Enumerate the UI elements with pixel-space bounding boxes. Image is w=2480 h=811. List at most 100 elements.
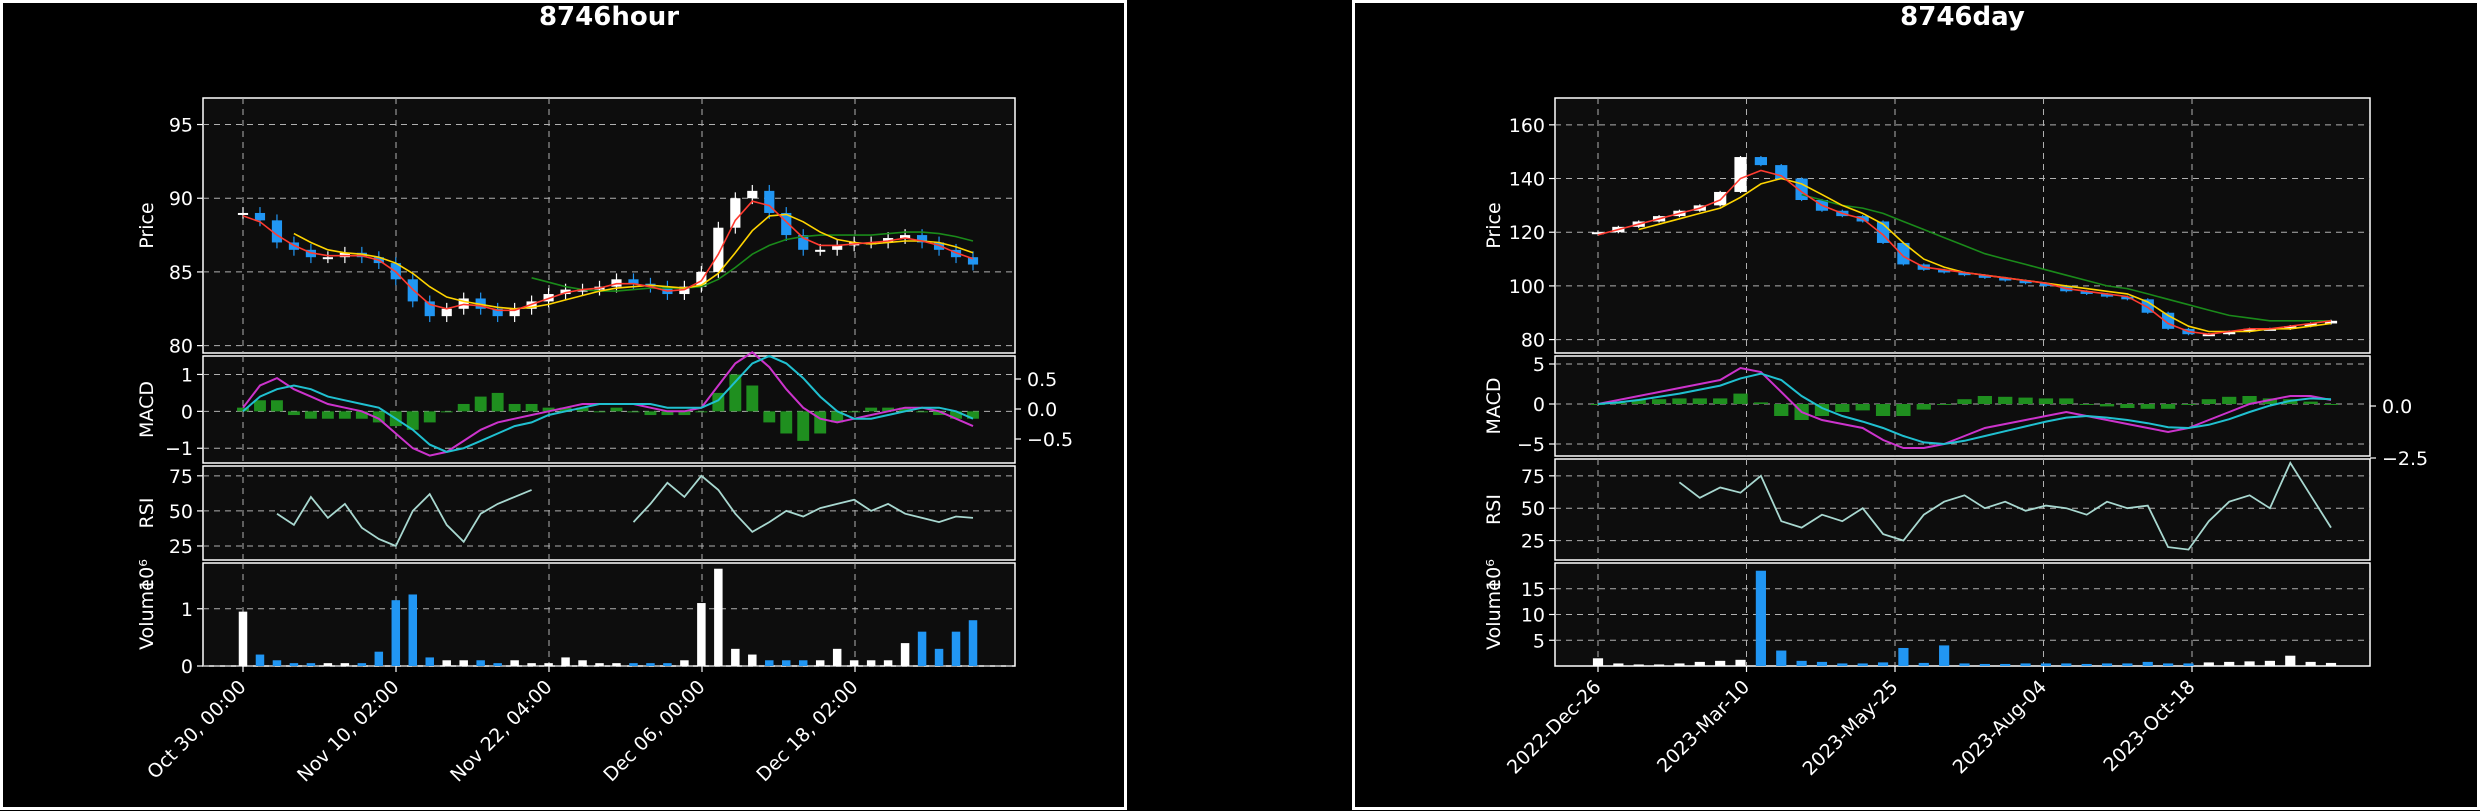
candle-body: [2121, 296, 2134, 300]
macd-hist-bar: [2242, 396, 2257, 404]
volume-bar: [323, 663, 333, 666]
volume-bar: [663, 663, 672, 666]
volume-bar: [2203, 662, 2214, 666]
macd-hist-bar: [899, 407, 912, 412]
macd-ylabel: MACD: [136, 381, 158, 438]
macd-hist-bar: [406, 411, 419, 430]
signal-line: [242, 354, 974, 453]
price-ytick-label: 80: [169, 336, 193, 358]
macd-hist-bar: [1835, 404, 1850, 412]
volume-bar: [2101, 663, 2113, 666]
volume-bar: [459, 660, 468, 666]
volume-ytick-label: 10: [1521, 605, 1545, 627]
macd-hist-bar: [1774, 404, 1789, 416]
volume-bar: [306, 663, 316, 666]
volume-bar: [900, 643, 910, 666]
macd-ytick-label: 0: [1533, 394, 1545, 416]
macd-hist-bar: [644, 411, 657, 416]
ma_trend-line: [1801, 193, 2331, 322]
candle-body: [2019, 280, 2032, 284]
macd-hist-bar: [1875, 404, 1891, 416]
candle-body: [441, 308, 452, 317]
volume-bar: [782, 660, 791, 666]
candle-body: [2263, 328, 2277, 331]
candle-body: [764, 190, 775, 213]
macd-ytick-label: 5: [1533, 354, 1545, 376]
volume-bar: [476, 660, 485, 666]
macd-hist-bar: [678, 411, 691, 416]
macd-hist-bar: [1713, 398, 1728, 404]
volume-bar: [2040, 663, 2052, 666]
volume-bar: [2163, 663, 2174, 666]
macd-hist-bar: [1855, 404, 1870, 411]
macd-hist-bar: [1631, 400, 1646, 404]
candle-body: [730, 198, 741, 228]
macd-hist-bar: [321, 411, 334, 419]
volume-multiplier: 10⁶: [136, 559, 158, 591]
macd-hist-bar: [1957, 399, 1972, 404]
macd-hist-bar: [1896, 404, 1911, 416]
rsi-line: [1678, 460, 2332, 551]
candle-body: [1978, 275, 1991, 278]
macd-hist-bar: [1753, 402, 1769, 404]
macd-hist-bar: [712, 392, 725, 412]
macd-hist-bar: [1692, 398, 1707, 404]
macd-hist-bar: [542, 407, 555, 412]
candle-body: [2100, 293, 2114, 297]
volume-bar: [849, 660, 859, 666]
macd-ytick-label: 0: [181, 401, 193, 423]
volume-bar: [2020, 663, 2031, 666]
macd-hist-bar: [2059, 398, 2074, 404]
volume-bar: [340, 663, 350, 666]
candle-body: [1714, 191, 1727, 206]
macd-hist-bar: [2160, 404, 2176, 409]
volume-bar: [272, 660, 282, 666]
rsi-ytick-label: 75: [169, 466, 193, 488]
macd-hist-bar: [729, 374, 742, 412]
volume-bar: [1877, 662, 1889, 666]
macd-hist-bar: [848, 411, 861, 413]
macd-hist-bar: [576, 407, 589, 412]
candle-body: [237, 212, 249, 215]
volume-bar: [1918, 662, 1929, 666]
macd-hist-bar: [237, 407, 249, 412]
volume-axes: [202, 562, 1016, 667]
volume-bar: [2244, 661, 2255, 666]
volume-bar: [714, 568, 723, 666]
volume-ytick-label: 5: [1533, 630, 1545, 652]
macd-hist-bar: [2181, 404, 2196, 405]
macd-hist-bar: [865, 407, 878, 412]
macd-hist-bar: [2018, 397, 2033, 404]
volume-bar: [578, 660, 587, 666]
macd-hist-bar: [2079, 404, 2094, 405]
macd-hist-bar: [1651, 399, 1667, 404]
volume-bar: [357, 663, 367, 666]
macd-hist-bar: [355, 411, 368, 419]
macd-hist-bar: [2120, 404, 2135, 408]
volume-bar: [765, 660, 774, 666]
xtick-label: Oct 30, 00:00: [143, 676, 250, 783]
volume-bar: [1979, 663, 1990, 666]
volume-ylabel: Volume: [1483, 579, 1505, 650]
volume-bar: [1592, 658, 1604, 666]
macd-hist-bar: [271, 400, 283, 412]
rsi-line: [276, 474, 974, 548]
volume-ytick-label: 15: [1521, 579, 1545, 601]
xtick-label: 2023-May-25: [1798, 676, 1902, 780]
volume-bar: [1898, 647, 1909, 666]
candle-body: [2284, 326, 2297, 329]
price-ytick-label: 95: [169, 115, 193, 137]
volume-bar: [680, 660, 689, 666]
volume-bar: [2142, 661, 2153, 666]
macd-hist-bar: [950, 411, 962, 419]
volume-bar: [493, 663, 502, 666]
macd-hist-bar: [916, 411, 929, 413]
macd-hist-bar: [2303, 401, 2318, 404]
volume-bar: [629, 663, 638, 666]
volume-bar: [1857, 663, 1868, 666]
macd-hist-bar: [254, 400, 266, 412]
macd-ylabel: MACD: [1483, 378, 1505, 435]
macd-hist-bar: [1977, 396, 1992, 404]
macd-hist-bar: [440, 411, 453, 413]
price-ytick-label: 120: [1509, 222, 1545, 244]
